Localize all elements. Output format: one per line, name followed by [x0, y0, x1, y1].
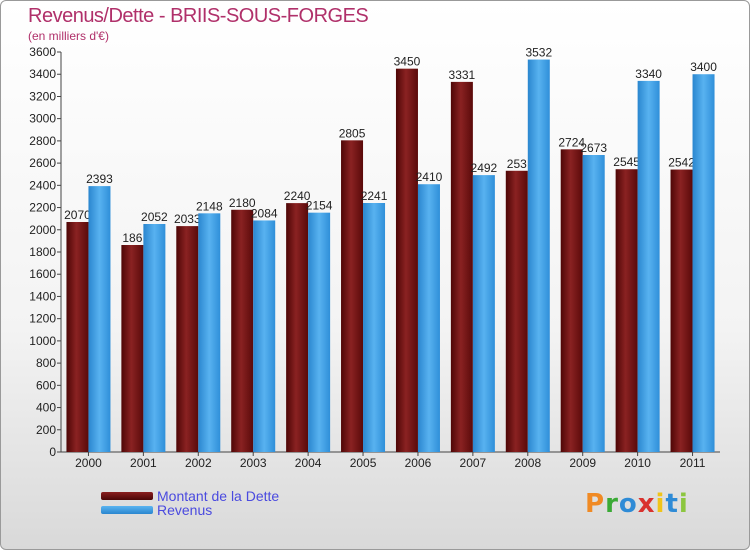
- data-label-debt: 2805: [339, 126, 366, 140]
- y-tick-label: 1400: [29, 289, 56, 303]
- x-tick-label: 2005: [350, 456, 377, 470]
- data-label-revenue: 2673: [580, 141, 607, 155]
- x-tick-label: 2001: [130, 456, 157, 470]
- bar-debt: [615, 169, 638, 452]
- data-label-revenue: 2393: [86, 172, 113, 186]
- y-tick-label: 1200: [29, 312, 56, 326]
- bar-revenue: [472, 175, 495, 452]
- logo-letter: o: [618, 489, 638, 519]
- x-tick-label: 2004: [295, 456, 322, 470]
- chart-subtitle: (en milliers d'€): [28, 29, 109, 43]
- legend-swatch-debt: [101, 492, 153, 500]
- bar-revenue: [582, 155, 605, 452]
- data-label-debt: 3331: [449, 68, 476, 82]
- bar-debt: [231, 209, 254, 452]
- y-tick-label: 200: [36, 423, 56, 437]
- bar-debt: [66, 222, 89, 452]
- data-label-revenue: 2410: [416, 170, 443, 184]
- bar-debt: [176, 226, 199, 452]
- logo-letter: P: [585, 489, 606, 519]
- y-tick-label: 2000: [29, 223, 56, 237]
- data-label-debt: 253: [507, 157, 527, 171]
- data-label-debt: 186: [122, 231, 142, 245]
- y-tick-label: 1600: [29, 267, 56, 281]
- bar-revenue: [198, 213, 221, 452]
- bar-debt: [395, 68, 418, 453]
- logo-letter: i: [678, 489, 689, 519]
- bar-revenue: [88, 186, 111, 452]
- data-label-revenue: 2084: [251, 206, 278, 220]
- data-label-revenue: 3400: [690, 60, 717, 74]
- logo-letter: i: [655, 489, 666, 519]
- y-tick-label: 3600: [29, 45, 56, 59]
- bar-debt: [505, 170, 528, 452]
- data-label-debt: 2033: [174, 212, 201, 226]
- bar-revenue: [143, 224, 166, 452]
- y-tick-label: 3000: [29, 112, 56, 126]
- data-label-debt: 3450: [394, 55, 421, 69]
- legend-label-revenue: Revenus: [157, 502, 213, 518]
- data-label-revenue: 2154: [306, 199, 333, 213]
- data-label-debt: 2240: [284, 189, 311, 203]
- data-label-revenue: 2241: [361, 189, 388, 203]
- legend-swatch-revenue: [101, 506, 153, 514]
- bar-revenue: [253, 220, 276, 452]
- data-label-debt: 2545: [613, 155, 640, 169]
- data-label-revenue: 2492: [471, 161, 498, 175]
- y-tick-label: 3200: [29, 89, 56, 103]
- y-tick-label: 0: [49, 445, 56, 459]
- x-tick-label: 2003: [240, 456, 267, 470]
- x-tick-label: 2000: [75, 456, 102, 470]
- data-label-debt: 2542: [668, 156, 695, 170]
- bar-revenue: [692, 74, 715, 452]
- chart-title: Revenus/Dette - BRIIS-SOUS-FORGES: [28, 5, 369, 27]
- x-tick-label: 2008: [514, 456, 541, 470]
- bar-debt: [121, 245, 144, 452]
- x-tick-label: 2011: [680, 456, 706, 470]
- x-tick-label: 2002: [185, 456, 212, 470]
- logo-letter: r: [605, 489, 619, 519]
- data-label-revenue: 2148: [196, 199, 223, 213]
- x-tick-label: 2007: [460, 456, 487, 470]
- bar-debt: [341, 140, 364, 453]
- y-tick-label: 400: [36, 401, 56, 415]
- logo-letter: x: [637, 489, 656, 519]
- y-tick-label: 1000: [29, 334, 56, 348]
- legend-label-debt: Montant de la Dette: [157, 488, 280, 504]
- bar-debt: [450, 81, 473, 452]
- bar-revenue: [527, 59, 550, 453]
- bar-debt: [286, 203, 309, 452]
- bar-revenue: [417, 184, 440, 452]
- proxiti-logo: Proxiti: [585, 489, 689, 519]
- y-tick-label: 3400: [29, 67, 56, 81]
- data-label-debt: 2724: [558, 135, 585, 149]
- plot-area: 0 200 400 600 800 1000 1200 1400 1600 1800 2000 220…: [29, 45, 720, 470]
- y-tick-label: 2600: [29, 156, 56, 170]
- y-tick-label: 2200: [29, 201, 56, 215]
- y-tick-label: 1800: [29, 245, 56, 259]
- y-tick-label: 2400: [29, 178, 56, 192]
- bar-revenue: [308, 212, 331, 452]
- x-tick-label: 2009: [569, 456, 596, 470]
- bar-debt: [560, 149, 583, 453]
- legend-item-debt: Montant de la Dette: [101, 488, 279, 504]
- bar-revenue: [637, 80, 660, 452]
- y-tick-label: 800: [36, 356, 56, 370]
- data-label-revenue: 3532: [525, 46, 552, 60]
- x-tick-label: 2006: [405, 456, 432, 470]
- legend-item-revenue: Revenus: [101, 502, 212, 518]
- data-label-revenue: 2052: [141, 210, 168, 224]
- data-label-revenue: 3340: [635, 67, 662, 81]
- bar-debt: [670, 169, 693, 453]
- y-tick-label: 600: [36, 378, 56, 392]
- x-tick-label: 2010: [624, 456, 651, 470]
- data-label-debt: 2070: [64, 208, 91, 222]
- logo-letter: t: [665, 489, 679, 519]
- y-tick-label: 2800: [29, 134, 56, 148]
- bar-revenue: [363, 203, 386, 452]
- data-label-debt: 2180: [229, 196, 256, 210]
